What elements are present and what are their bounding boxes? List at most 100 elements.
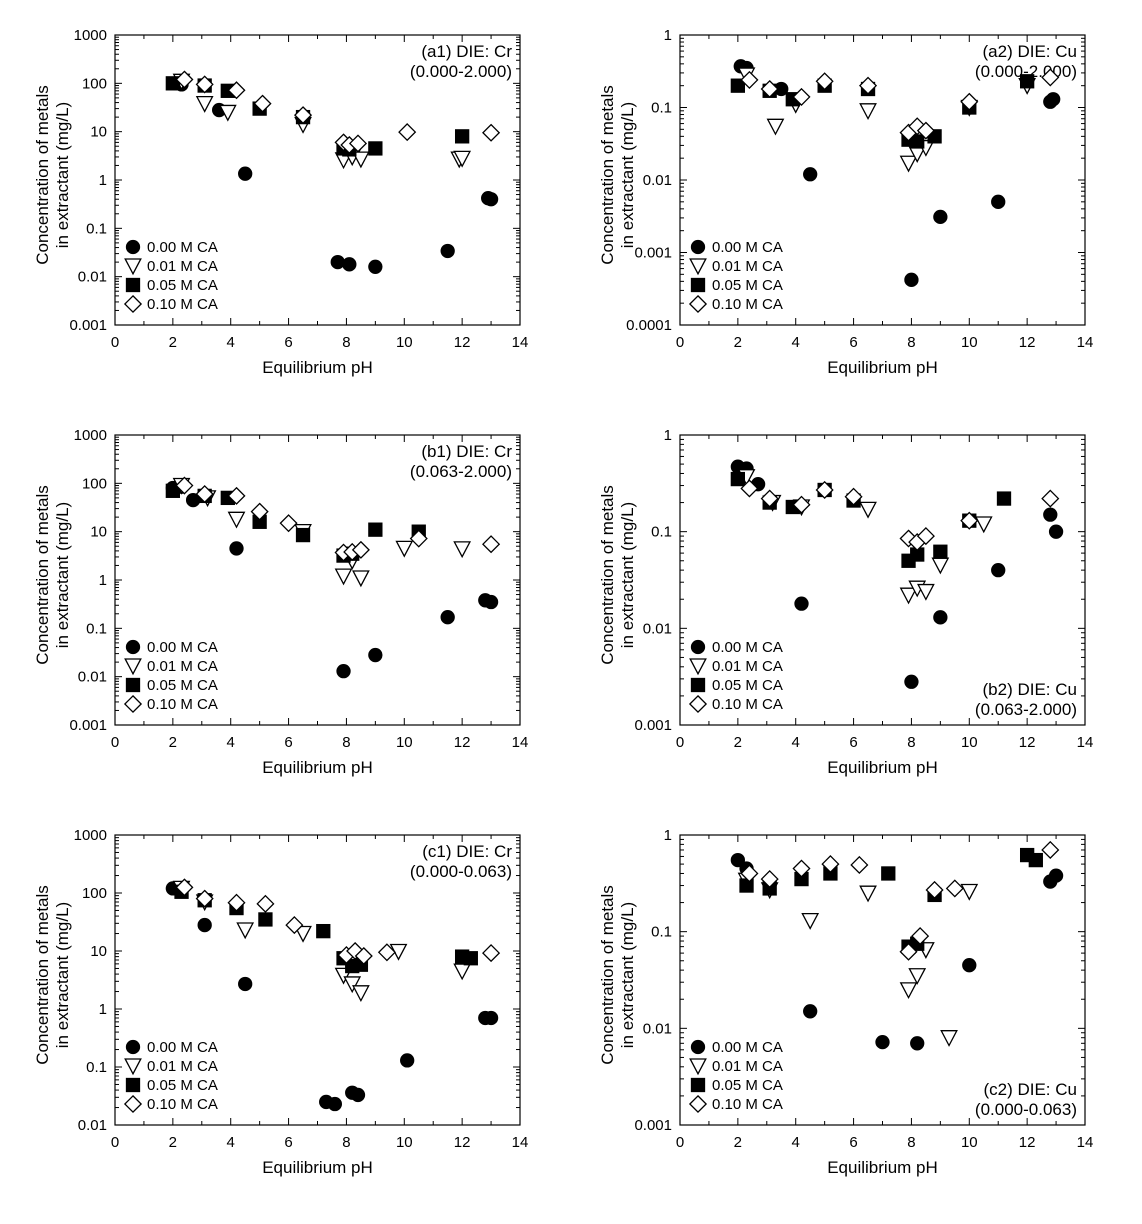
- svg-text:(0.000-0.063): (0.000-0.063): [410, 862, 512, 881]
- svg-text:Equilibrium pH: Equilibrium pH: [262, 1158, 373, 1177]
- svg-text:0: 0: [676, 1134, 684, 1151]
- legend-item-s0: 0.00 M CA: [147, 1039, 218, 1056]
- legend-item-s2: 0.05 M CA: [147, 277, 218, 294]
- svg-text:Concentration of metals: Concentration of metals: [598, 485, 617, 665]
- svg-text:Equilibrium pH: Equilibrium pH: [827, 1158, 938, 1177]
- svg-text:8: 8: [907, 334, 915, 351]
- svg-text:1: 1: [664, 27, 672, 44]
- legend-item-s0: 0.00 M CA: [147, 239, 218, 256]
- svg-text:14: 14: [512, 734, 529, 751]
- panel-title-b1: (b1) DIE: Cr: [421, 442, 512, 461]
- svg-text:0.01: 0.01: [78, 269, 107, 286]
- legend-item-s1: 0.01 M CA: [147, 658, 218, 675]
- svg-text:0.01: 0.01: [78, 1117, 107, 1134]
- svg-text:Concentration of metals: Concentration of metals: [33, 85, 52, 265]
- legend-item-s0: 0.00 M CA: [712, 639, 783, 656]
- svg-text:8: 8: [342, 334, 350, 351]
- legend-item-s0: 0.00 M CA: [147, 639, 218, 656]
- svg-text:4: 4: [227, 1134, 235, 1151]
- chart-panel-a1: 024681012140.0010.010.11101001000Equilib…: [20, 20, 555, 400]
- svg-text:0.001: 0.001: [634, 245, 672, 262]
- svg-text:1000: 1000: [74, 827, 107, 844]
- svg-text:0.001: 0.001: [634, 717, 672, 734]
- svg-text:Concentration of metals: Concentration of metals: [598, 85, 617, 265]
- svg-text:Concentration of metals: Concentration of metals: [598, 885, 617, 1065]
- svg-text:(0.000-0.063): (0.000-0.063): [975, 1100, 1077, 1119]
- svg-text:0: 0: [676, 334, 684, 351]
- svg-text:(0.063-2.000): (0.063-2.000): [975, 700, 1077, 719]
- svg-text:12: 12: [1019, 334, 1036, 351]
- svg-text:4: 4: [227, 334, 235, 351]
- legend-item-s1: 0.01 M CA: [712, 258, 783, 275]
- svg-text:2: 2: [734, 334, 742, 351]
- svg-text:6: 6: [849, 334, 857, 351]
- svg-text:0: 0: [111, 1134, 119, 1151]
- svg-text:6: 6: [284, 734, 292, 751]
- svg-text:14: 14: [512, 1134, 529, 1151]
- svg-text:6: 6: [849, 1134, 857, 1151]
- svg-text:2: 2: [169, 1134, 177, 1151]
- svg-text:(0.063-2.000): (0.063-2.000): [410, 462, 512, 481]
- svg-text:0.1: 0.1: [651, 100, 672, 117]
- svg-text:2: 2: [734, 1134, 742, 1151]
- svg-text:1: 1: [99, 172, 107, 189]
- svg-text:10: 10: [396, 734, 413, 751]
- legend-item-s1: 0.01 M CA: [147, 258, 218, 275]
- svg-text:Concentration of metals: Concentration of metals: [33, 485, 52, 665]
- legend-item-s0: 0.00 M CA: [712, 1039, 783, 1056]
- panel-title-a1: (a1) DIE: Cr: [421, 42, 512, 61]
- svg-text:8: 8: [907, 734, 915, 751]
- legend-item-s2: 0.05 M CA: [147, 677, 218, 694]
- legend-item-s3: 0.10 M CA: [147, 1096, 218, 1113]
- panel-title-b2: (b2) DIE: Cu: [983, 680, 1077, 699]
- svg-text:14: 14: [1077, 334, 1094, 351]
- svg-text:0.001: 0.001: [634, 1117, 672, 1134]
- svg-text:1: 1: [99, 572, 107, 589]
- svg-text:12: 12: [1019, 734, 1036, 751]
- svg-text:Equilibrium pH: Equilibrium pH: [827, 758, 938, 777]
- svg-text:0.1: 0.1: [86, 220, 107, 237]
- legend-item-s1: 0.01 M CA: [712, 658, 783, 675]
- legend-item-s2: 0.05 M CA: [712, 1077, 783, 1094]
- svg-text:4: 4: [792, 734, 800, 751]
- svg-text:1: 1: [664, 427, 672, 444]
- svg-text:in extractant (mg/L): in extractant (mg/L): [618, 502, 637, 648]
- chart-panel-c1: 024681012140.010.11101001000Equilibrium …: [20, 820, 555, 1200]
- svg-text:0.01: 0.01: [643, 1020, 672, 1037]
- svg-text:10: 10: [961, 734, 978, 751]
- svg-text:2: 2: [169, 734, 177, 751]
- svg-text:Concentration of metals: Concentration of metals: [33, 885, 52, 1065]
- svg-text:100: 100: [82, 475, 107, 492]
- svg-text:12: 12: [1019, 1134, 1036, 1151]
- svg-text:0.1: 0.1: [651, 924, 672, 941]
- svg-text:0.1: 0.1: [86, 1059, 107, 1076]
- legend-item-s3: 0.10 M CA: [712, 296, 783, 313]
- svg-text:14: 14: [1077, 734, 1094, 751]
- svg-text:0.01: 0.01: [643, 172, 672, 189]
- svg-text:14: 14: [512, 334, 529, 351]
- svg-text:10: 10: [961, 1134, 978, 1151]
- svg-text:in extractant (mg/L): in extractant (mg/L): [53, 502, 72, 648]
- svg-text:0.0001: 0.0001: [626, 317, 672, 334]
- svg-text:10: 10: [396, 334, 413, 351]
- chart-grid: 024681012140.0010.010.11101001000Equilib…: [20, 20, 1120, 1200]
- svg-text:10: 10: [961, 334, 978, 351]
- legend-item-s2: 0.05 M CA: [712, 277, 783, 294]
- svg-text:0.01: 0.01: [643, 620, 672, 637]
- svg-text:10: 10: [396, 1134, 413, 1151]
- legend-item-s2: 0.05 M CA: [712, 677, 783, 694]
- svg-text:10: 10: [90, 124, 107, 141]
- svg-text:0.001: 0.001: [69, 317, 107, 334]
- legend-item-s3: 0.10 M CA: [712, 1096, 783, 1113]
- svg-text:Equilibrium pH: Equilibrium pH: [827, 358, 938, 377]
- svg-text:6: 6: [284, 334, 292, 351]
- svg-text:100: 100: [82, 75, 107, 92]
- svg-text:0.001: 0.001: [69, 717, 107, 734]
- legend-item-s3: 0.10 M CA: [712, 696, 783, 713]
- legend-item-s3: 0.10 M CA: [147, 696, 218, 713]
- svg-text:8: 8: [907, 1134, 915, 1151]
- panel-title-c1: (c1) DIE: Cr: [422, 842, 512, 861]
- svg-text:in extractant (mg/L): in extractant (mg/L): [53, 902, 72, 1048]
- svg-text:in extractant (mg/L): in extractant (mg/L): [53, 102, 72, 248]
- svg-text:4: 4: [227, 734, 235, 751]
